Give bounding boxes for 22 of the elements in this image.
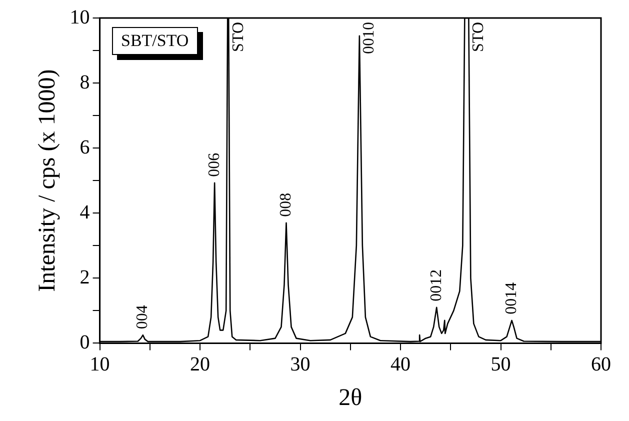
x-tick-label: 20 [190,353,210,376]
annotation: 008 [277,192,294,217]
y-tick-label: 4 [80,201,90,224]
y-tick-label: 2 [80,266,90,288]
annotation: 006 [206,152,223,177]
annotation: STO [230,22,247,52]
x-tick-label: 50 [490,353,511,376]
annotation: 0012 [428,269,445,302]
y-axis-title: Intensity / cps (x 1000) [34,69,61,292]
y-tick-label: 10 [70,6,90,28]
annotation: 0014 [502,282,520,314]
y-tick-label: 6 [80,136,90,158]
annotation: 0010 [360,22,378,54]
x-tick-label: 40 [390,353,411,376]
x-tick-label: 60 [591,353,611,376]
x-axis-title: 2θ [338,384,362,411]
annotation: 004 [134,305,152,330]
x-tick-label: 30 [290,353,310,376]
y-tick-label: 0 [80,331,90,354]
annotation: SBT/STO [112,27,198,55]
y-tick-label: 8 [80,71,90,94]
annotation: STO [470,22,487,52]
